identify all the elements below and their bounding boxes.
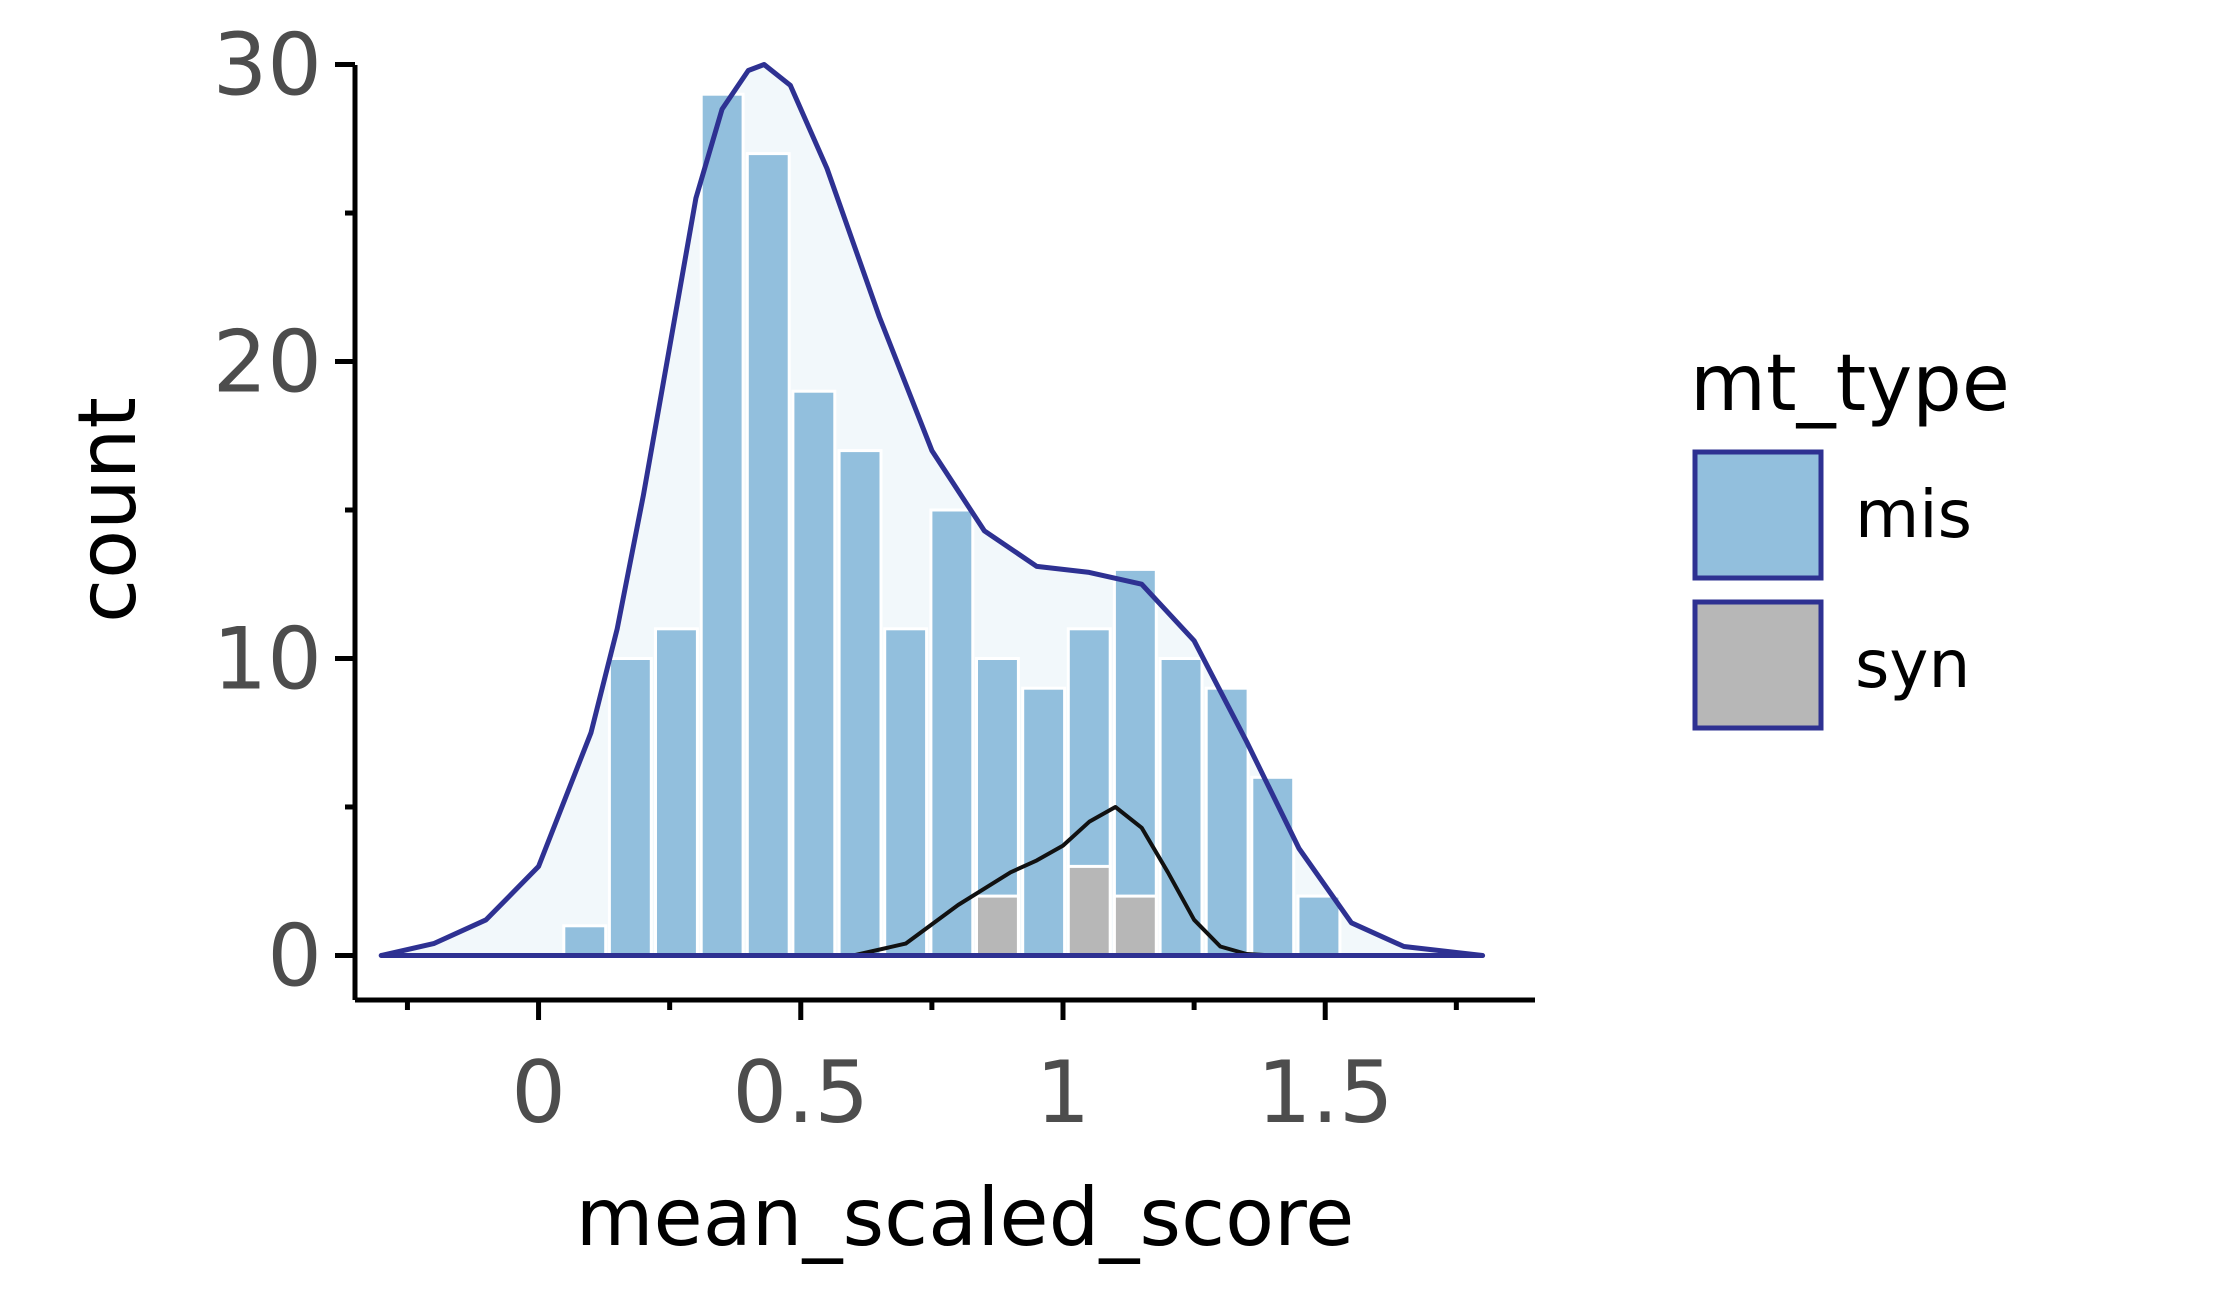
y-tick-label-20: 20	[213, 313, 322, 413]
bar-syn-0	[975, 894, 1020, 957]
bar-mis-6	[837, 449, 883, 957]
legend-key-syn	[1692, 599, 1824, 731]
x-axis-title: mean_scaled_score	[576, 1171, 1355, 1264]
bar-mis-8	[929, 508, 975, 957]
bar-mis-13	[1158, 657, 1204, 957]
bar-syn-2	[1112, 894, 1158, 957]
legend-key-mis	[1692, 449, 1824, 581]
x-tick-label-1.5: 1.5	[1257, 1043, 1394, 1143]
bar-mis-12	[1112, 567, 1158, 958]
y-axis-ticks: 0 10 20 30	[213, 16, 355, 1006]
y-tick-label-30: 30	[213, 16, 322, 116]
bar-mis-7	[883, 627, 929, 957]
x-tick-label-0.5: 0.5	[732, 1043, 869, 1143]
bar-mis-0	[562, 924, 608, 957]
bar-mis-15	[1250, 775, 1296, 957]
legend-items: mis syn	[1692, 449, 1972, 731]
y-axis-title: count	[61, 397, 154, 623]
legend-title: mt_type	[1690, 339, 2010, 429]
legend-label-mis: mis	[1855, 476, 1972, 553]
legend-label-syn: syn	[1855, 626, 1970, 703]
bar-mis-2	[654, 627, 699, 957]
density-line-syn	[852, 805, 1273, 958]
plot-area	[378, 62, 1486, 958]
bar-mis-5	[791, 389, 837, 957]
legend: mt_type mis syn	[1690, 339, 2010, 731]
y-tick-label-0: 0	[267, 906, 322, 1006]
bar-mis-3	[699, 92, 745, 957]
axes: 0 10 20 30 0 0.5 1 1.5 mean_scaled_score count	[61, 16, 1535, 1264]
x-tick-label-1: 1	[1036, 1043, 1091, 1143]
density-line-mis	[378, 62, 1486, 958]
bar-syn-1	[1066, 864, 1112, 958]
bar-mis-16	[1296, 894, 1342, 957]
bar-mis-1	[607, 657, 653, 957]
bar-mis-4	[745, 152, 791, 957]
y-tick-label-10: 10	[213, 609, 322, 709]
x-axis-ticks: 0 0.5 1 1.5	[404, 1000, 1459, 1143]
x-tick-label-0: 0	[511, 1043, 566, 1143]
bar-mis-10	[1021, 686, 1067, 957]
